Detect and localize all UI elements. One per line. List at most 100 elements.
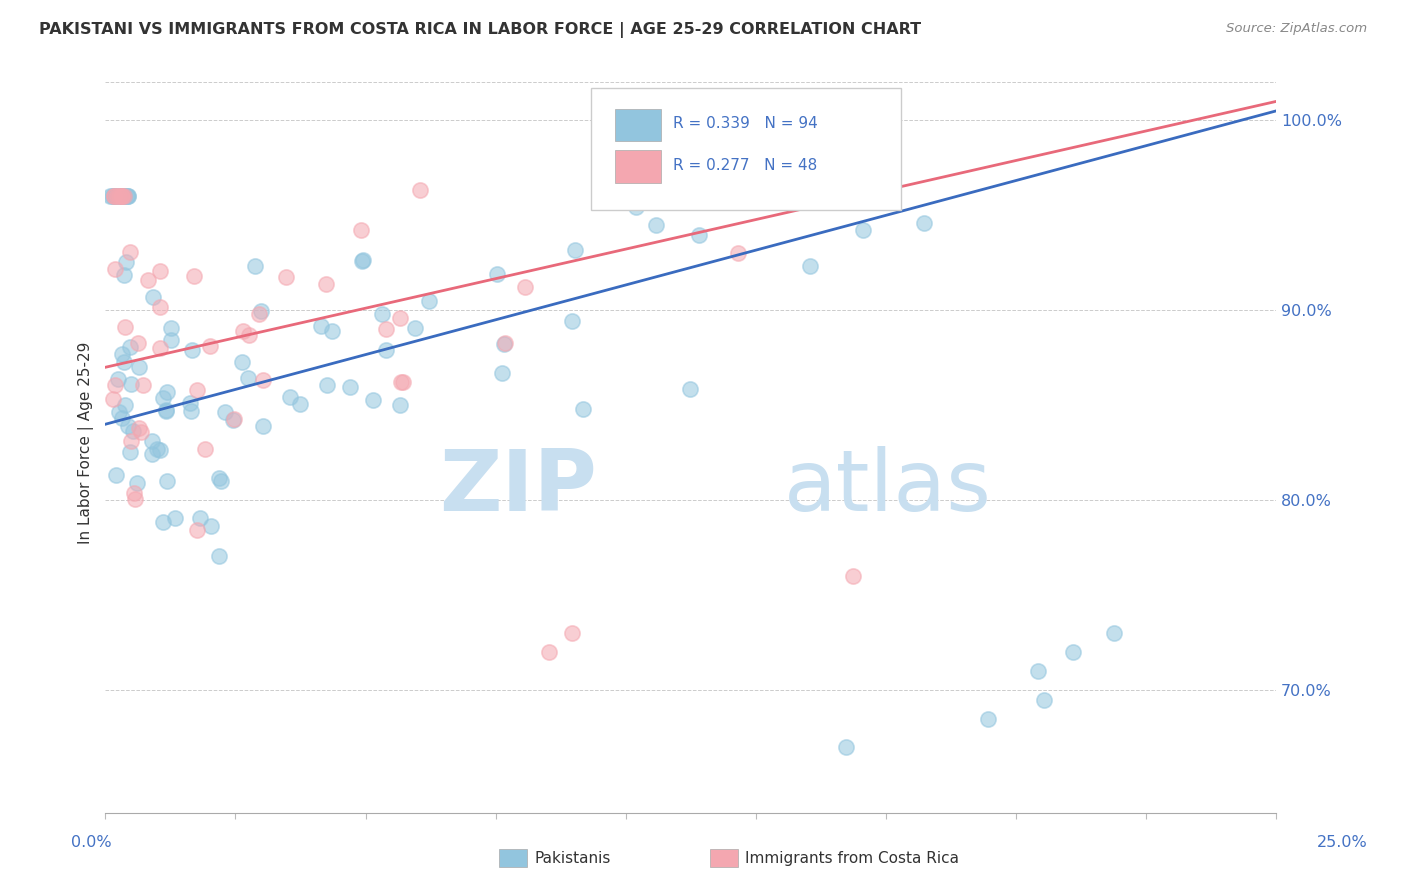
- Point: [156, 475, 179, 489]
- Point: [117, 419, 139, 434]
- FancyBboxPatch shape: [591, 87, 901, 210]
- Point: [117, 189, 139, 203]
- Point: [186, 523, 208, 537]
- Y-axis label: In Labor Force | Age 25-29: In Labor Force | Age 25-29: [79, 342, 94, 544]
- Point: [107, 189, 129, 203]
- Point: [118, 445, 141, 459]
- Point: [564, 243, 586, 257]
- Point: [127, 336, 149, 351]
- Point: [141, 434, 163, 448]
- Point: [103, 189, 125, 203]
- Point: [180, 404, 202, 418]
- Point: [120, 245, 142, 260]
- Point: [799, 259, 821, 273]
- Point: [149, 443, 172, 458]
- Point: [103, 189, 125, 203]
- Point: [679, 382, 702, 396]
- Point: [278, 390, 301, 404]
- Point: [112, 189, 135, 203]
- Point: [120, 434, 142, 449]
- Point: [375, 322, 398, 336]
- Point: [101, 189, 124, 203]
- Point: [132, 378, 155, 392]
- Point: [112, 189, 135, 203]
- Point: [1104, 626, 1126, 640]
- Point: [160, 320, 183, 334]
- Point: [572, 402, 595, 417]
- Point: [142, 290, 165, 304]
- Point: [141, 447, 163, 461]
- Point: [104, 189, 127, 203]
- Point: [111, 189, 134, 203]
- Text: 25.0%: 25.0%: [1317, 836, 1368, 850]
- Point: [221, 413, 243, 427]
- Text: PAKISTANI VS IMMIGRANTS FROM COSTA RICA IN LABOR FORCE | AGE 25-29 CORRELATION C: PAKISTANI VS IMMIGRANTS FROM COSTA RICA …: [39, 22, 921, 38]
- Point: [252, 419, 274, 434]
- Point: [243, 259, 266, 273]
- Point: [122, 424, 145, 438]
- Point: [561, 314, 583, 328]
- Point: [112, 189, 135, 203]
- Point: [104, 377, 127, 392]
- Point: [114, 320, 136, 334]
- Point: [117, 189, 139, 203]
- Point: [494, 337, 516, 351]
- Point: [105, 189, 128, 203]
- Point: [110, 189, 132, 203]
- Point: [111, 189, 134, 203]
- Point: [115, 255, 138, 269]
- Point: [835, 739, 858, 754]
- Point: [231, 355, 253, 369]
- Point: [124, 492, 146, 507]
- Point: [149, 264, 172, 278]
- Point: [101, 392, 124, 407]
- Point: [124, 486, 146, 500]
- Point: [491, 366, 513, 380]
- Point: [232, 324, 254, 338]
- Point: [159, 333, 181, 347]
- Point: [624, 200, 647, 214]
- Point: [842, 569, 865, 583]
- Point: [128, 359, 150, 374]
- Point: [214, 405, 236, 419]
- Point: [125, 475, 148, 490]
- Point: [149, 301, 172, 315]
- Text: atlas: atlas: [785, 446, 993, 529]
- Point: [727, 246, 749, 260]
- Point: [538, 645, 561, 659]
- Point: [194, 442, 217, 456]
- Point: [149, 341, 172, 355]
- Point: [181, 343, 204, 358]
- Point: [198, 339, 221, 353]
- Point: [276, 270, 298, 285]
- Point: [111, 189, 134, 203]
- Point: [350, 223, 373, 237]
- Point: [156, 384, 179, 399]
- Point: [111, 189, 134, 203]
- Point: [105, 468, 128, 483]
- Point: [561, 626, 583, 640]
- Point: [977, 712, 1000, 726]
- Point: [114, 398, 136, 412]
- Text: 0.0%: 0.0%: [72, 836, 111, 850]
- Point: [110, 189, 132, 203]
- Text: R = 0.339   N = 94: R = 0.339 N = 94: [673, 116, 818, 131]
- Point: [108, 405, 131, 419]
- Point: [128, 420, 150, 434]
- Point: [104, 189, 127, 203]
- Point: [107, 371, 129, 385]
- Point: [145, 442, 167, 456]
- Point: [688, 227, 710, 242]
- Point: [852, 223, 875, 237]
- Point: [309, 319, 332, 334]
- Point: [418, 293, 440, 308]
- Point: [644, 218, 666, 232]
- Point: [236, 371, 259, 385]
- Point: [1032, 692, 1054, 706]
- Point: [118, 340, 141, 354]
- Text: ZIP: ZIP: [439, 446, 598, 529]
- Text: Source: ZipAtlas.com: Source: ZipAtlas.com: [1226, 22, 1367, 36]
- Point: [224, 411, 246, 425]
- Point: [404, 321, 426, 335]
- Point: [321, 324, 343, 338]
